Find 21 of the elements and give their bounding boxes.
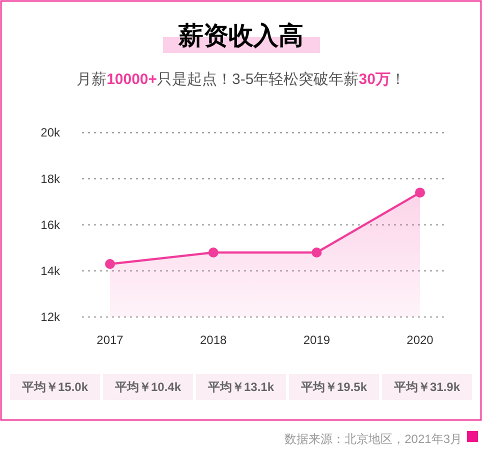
y-tick-label: 12k [40,310,61,324]
source-note: 数据来源：北京地区，2021年3月 [284,432,462,446]
text: 平均￥10.4k [114,380,182,394]
point [208,247,218,258]
y-tick-label: 14k [40,264,61,278]
y-tick-label: 16k [40,218,61,232]
x-tick-label: 2019 [303,333,330,347]
x-tick-label: 2018 [200,333,228,347]
y-tick-label: 18k [40,172,61,186]
point [312,247,322,258]
text: 平均￥19.5k [300,380,368,394]
point [105,259,115,270]
y-tick-label: 20k [40,126,61,140]
x-tick-label: 2020 [406,333,434,347]
chart-title: 薪资收入高 [178,22,304,50]
point [415,188,425,198]
x-tick-label: 2017 [96,333,124,347]
text: 平均￥13.1k [206,380,274,394]
text: 平均￥31.9k [392,380,460,394]
text: 平均￥15.0k [20,380,88,394]
chart-subtitle: 月薪10000+只是起点！3-5年轻松突破年薪30万！ [76,71,406,88]
